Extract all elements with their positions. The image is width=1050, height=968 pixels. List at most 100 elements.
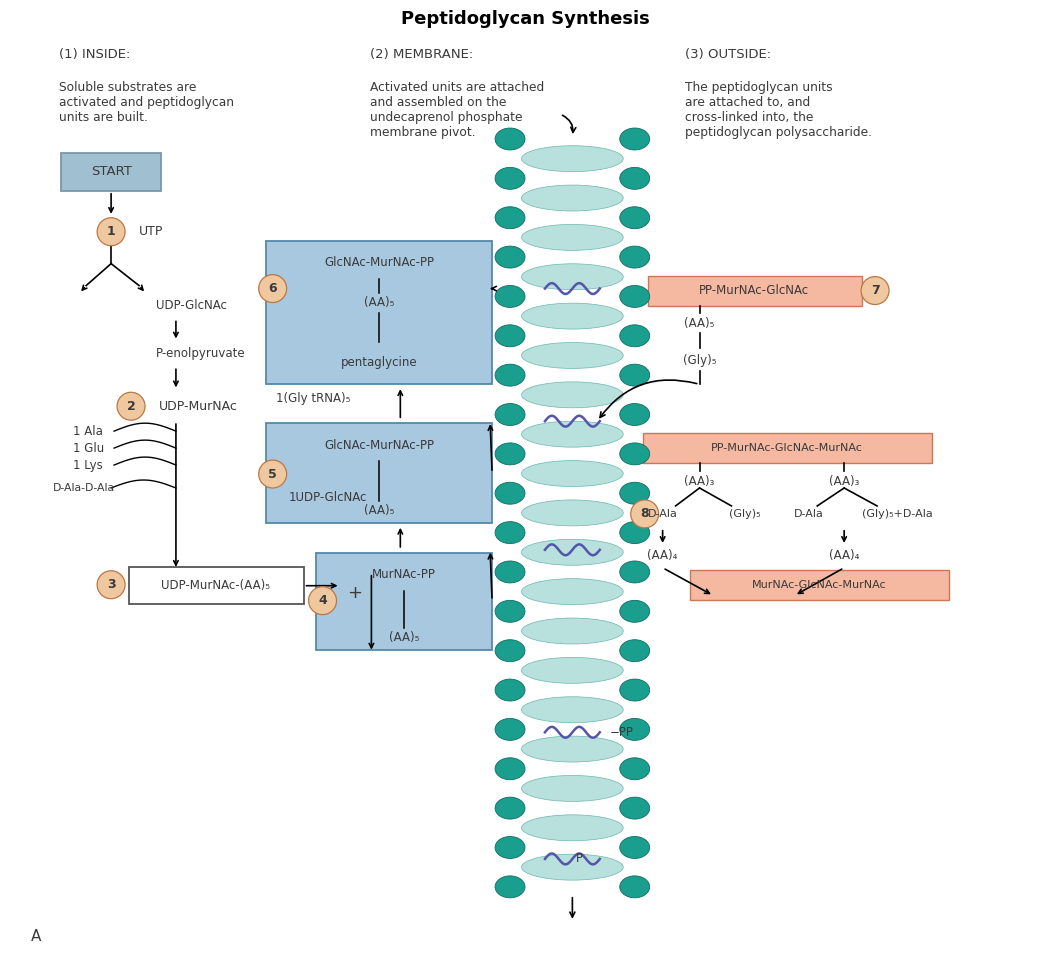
Ellipse shape	[496, 207, 525, 228]
Text: (AA)₅: (AA)₅	[363, 296, 394, 309]
Text: 1(Gly tRNA)₅: 1(Gly tRNA)₅	[276, 392, 350, 405]
Text: (1) INSIDE:: (1) INSIDE:	[59, 47, 130, 61]
Text: UDP-MurNAc: UDP-MurNAc	[159, 400, 238, 412]
Text: (AA)₅: (AA)₅	[363, 504, 394, 518]
Ellipse shape	[496, 325, 525, 347]
Text: (Gly)₅: (Gly)₅	[729, 509, 760, 519]
Text: (Gly)₅+D-Ala: (Gly)₅+D-Ala	[862, 509, 932, 519]
Text: 2: 2	[127, 400, 135, 412]
FancyBboxPatch shape	[316, 553, 492, 650]
Circle shape	[309, 587, 336, 615]
FancyBboxPatch shape	[690, 570, 949, 599]
Ellipse shape	[522, 775, 624, 802]
Text: 1UDP-GlcNAc: 1UDP-GlcNAc	[289, 492, 367, 504]
Text: P-enolpyruvate: P-enolpyruvate	[156, 347, 246, 360]
Ellipse shape	[522, 736, 624, 762]
Ellipse shape	[522, 146, 624, 171]
FancyArrowPatch shape	[600, 380, 697, 417]
Ellipse shape	[496, 758, 525, 780]
FancyBboxPatch shape	[648, 276, 862, 306]
Text: D-Ala-D-Ala: D-Ala-D-Ala	[54, 483, 116, 493]
Text: GlcNAc-MurNAc-PP: GlcNAc-MurNAc-PP	[323, 439, 434, 452]
Ellipse shape	[496, 798, 525, 819]
Text: UDP-GlcNAc: UDP-GlcNAc	[156, 299, 227, 312]
Text: MurNAc-PP: MurNAc-PP	[372, 568, 436, 581]
Ellipse shape	[620, 680, 650, 701]
Text: (AA)₅: (AA)₅	[388, 631, 419, 644]
Text: 1 Ala: 1 Ala	[74, 425, 103, 438]
Circle shape	[258, 275, 287, 303]
Text: +: +	[346, 584, 362, 602]
Circle shape	[118, 392, 145, 420]
Ellipse shape	[620, 876, 650, 897]
Text: (AA)₄: (AA)₄	[828, 549, 859, 562]
Text: START: START	[90, 166, 131, 178]
FancyBboxPatch shape	[266, 423, 492, 523]
Ellipse shape	[496, 718, 525, 741]
Ellipse shape	[620, 836, 650, 859]
Text: (AA)₅: (AA)₅	[685, 317, 715, 330]
Text: 7: 7	[870, 284, 880, 297]
Ellipse shape	[496, 128, 525, 150]
Ellipse shape	[620, 246, 650, 268]
Ellipse shape	[496, 482, 525, 504]
Text: 3: 3	[107, 578, 116, 591]
FancyArrowPatch shape	[570, 897, 574, 917]
Text: (Gly)₅: (Gly)₅	[682, 354, 716, 367]
Text: 1 Glu: 1 Glu	[74, 441, 104, 455]
Text: (AA)₃: (AA)₃	[828, 474, 859, 488]
Text: UDP-MurNAc-(AA)₅: UDP-MurNAc-(AA)₅	[162, 579, 270, 592]
Ellipse shape	[620, 364, 650, 386]
Ellipse shape	[620, 758, 650, 780]
Text: GlcNAc-MurNAc-PP: GlcNAc-MurNAc-PP	[323, 257, 434, 269]
Ellipse shape	[496, 443, 525, 465]
Ellipse shape	[522, 854, 624, 880]
Text: D-Ala: D-Ala	[794, 509, 824, 519]
Ellipse shape	[522, 381, 624, 408]
Ellipse shape	[522, 815, 624, 841]
Ellipse shape	[496, 286, 525, 308]
Ellipse shape	[620, 325, 650, 347]
Ellipse shape	[620, 561, 650, 583]
Ellipse shape	[620, 482, 650, 504]
Ellipse shape	[522, 303, 624, 329]
Text: pentaglycine: pentaglycine	[340, 356, 417, 369]
Ellipse shape	[522, 264, 624, 289]
Text: P: P	[576, 853, 584, 865]
Ellipse shape	[496, 522, 525, 544]
FancyBboxPatch shape	[61, 153, 161, 191]
Ellipse shape	[522, 697, 624, 723]
Text: 4: 4	[318, 594, 327, 607]
Text: (AA)₃: (AA)₃	[685, 474, 715, 488]
Ellipse shape	[522, 343, 624, 369]
Ellipse shape	[522, 225, 624, 251]
Circle shape	[258, 460, 287, 488]
Ellipse shape	[620, 404, 650, 426]
Ellipse shape	[620, 443, 650, 465]
Ellipse shape	[496, 836, 525, 859]
Text: 5: 5	[269, 468, 277, 480]
Ellipse shape	[522, 499, 624, 526]
Text: Soluble substrates are
activated and peptidoglycan
units are built.: Soluble substrates are activated and pep…	[59, 81, 234, 124]
Ellipse shape	[522, 421, 624, 447]
Ellipse shape	[522, 185, 624, 211]
Ellipse shape	[620, 640, 650, 662]
Text: 6: 6	[269, 282, 277, 295]
Circle shape	[861, 277, 889, 305]
FancyArrowPatch shape	[563, 115, 575, 133]
Ellipse shape	[620, 167, 650, 190]
Text: 1: 1	[107, 226, 116, 238]
Ellipse shape	[496, 167, 525, 190]
Text: UTP: UTP	[139, 226, 164, 238]
Ellipse shape	[496, 876, 525, 897]
Ellipse shape	[620, 522, 650, 544]
Ellipse shape	[620, 128, 650, 150]
Ellipse shape	[522, 657, 624, 683]
Ellipse shape	[620, 286, 650, 308]
Text: 1 Lys: 1 Lys	[74, 459, 103, 471]
Circle shape	[98, 218, 125, 246]
Ellipse shape	[496, 404, 525, 426]
Ellipse shape	[620, 798, 650, 819]
Ellipse shape	[496, 364, 525, 386]
Ellipse shape	[522, 461, 624, 487]
